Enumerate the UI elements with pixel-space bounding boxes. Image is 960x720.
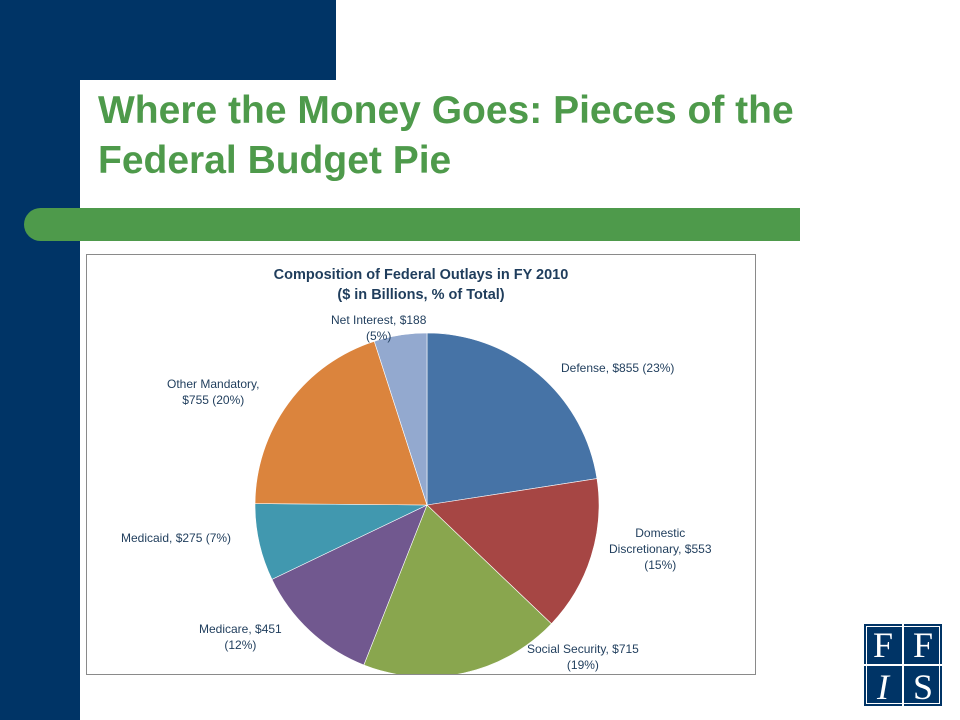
- left-navy-panel: [0, 0, 80, 720]
- pie-slice-social_security: [363, 504, 552, 674]
- slice-label-interest-line-2: (5%): [366, 329, 392, 343]
- chart-title-block: Composition of Federal Outlays in FY 201…: [87, 265, 755, 305]
- slide-title: Where the Money Goes: Pieces of the Fede…: [98, 86, 918, 186]
- slide-title-line-1: Where the Money Goes: Pieces of the: [98, 89, 794, 132]
- slice-label-social-security: Social Security, $715 (19%): [527, 641, 639, 673]
- slice-label-other-line-1: Other Mandatory,: [167, 377, 260, 391]
- slice-label-domestic-discretionary: Domestic Discretionary, $553 (15%): [609, 525, 712, 573]
- slice-label-medicare-line-1: Medicare, $451: [199, 622, 282, 636]
- slice-label-social-line-2: (19%): [566, 658, 599, 672]
- pie-slice-net_interest: [373, 332, 428, 506]
- slice-label-defense-line-1: Defense, $855 (23%): [561, 361, 675, 375]
- slice-label-other-mandatory: Other Mandatory, $755 (20%): [167, 376, 259, 408]
- title-card: [80, 80, 960, 210]
- pie-slice-defense: [426, 332, 598, 506]
- slice-label-social-line-1: Social Security, $715: [527, 642, 639, 656]
- logo-letter-4: S: [912, 667, 934, 706]
- logo-letter-3: I: [877, 667, 889, 706]
- pie-slice-medicare: [271, 504, 428, 666]
- slice-label-interest-line-1: Net Interest, $188: [331, 313, 427, 327]
- slice-label-domestic-line-3: (15%): [644, 558, 677, 572]
- slice-label-medicare: Medicare, $451 (12%): [199, 621, 282, 653]
- logo-letter-2: F: [912, 625, 934, 665]
- slice-label-domestic-line-2: Discretionary, $553: [609, 542, 712, 556]
- top-navy-panel: [80, 0, 336, 80]
- pie-chart-frame: Composition of Federal Outlays in FY 201…: [86, 254, 756, 675]
- slice-label-net-interest: Net Interest, $188 (5%): [331, 312, 426, 344]
- pie-slice-other_mandatory: [254, 340, 428, 506]
- slice-label-medicaid: Medicaid, $275 (7%): [121, 530, 231, 546]
- slice-label-medicaid-line-1: Medicaid, $275 (7%): [121, 531, 232, 545]
- slide-title-line-2: Federal Budget Pie: [98, 139, 452, 182]
- pie-chart: [254, 332, 600, 674]
- chart-title: Composition of Federal Outlays in FY 201…: [273, 267, 569, 283]
- chart-subtitle: ($ in Billions, % of Total): [337, 287, 505, 303]
- slice-label-medicare-line-2: (12%): [224, 638, 257, 652]
- green-accent-bar: [24, 208, 800, 241]
- slice-label-domestic-line-1: Domestic: [635, 526, 686, 540]
- ffis-logo: F F I S: [864, 624, 942, 706]
- pie-slice-domestic: [426, 478, 600, 625]
- logo-divider-vertical: [902, 624, 904, 706]
- logo-letter-1: F: [872, 625, 894, 665]
- slice-label-other-line-2: $755 (20%): [182, 393, 245, 407]
- slice-label-defense: Defense, $855 (23%): [561, 360, 674, 376]
